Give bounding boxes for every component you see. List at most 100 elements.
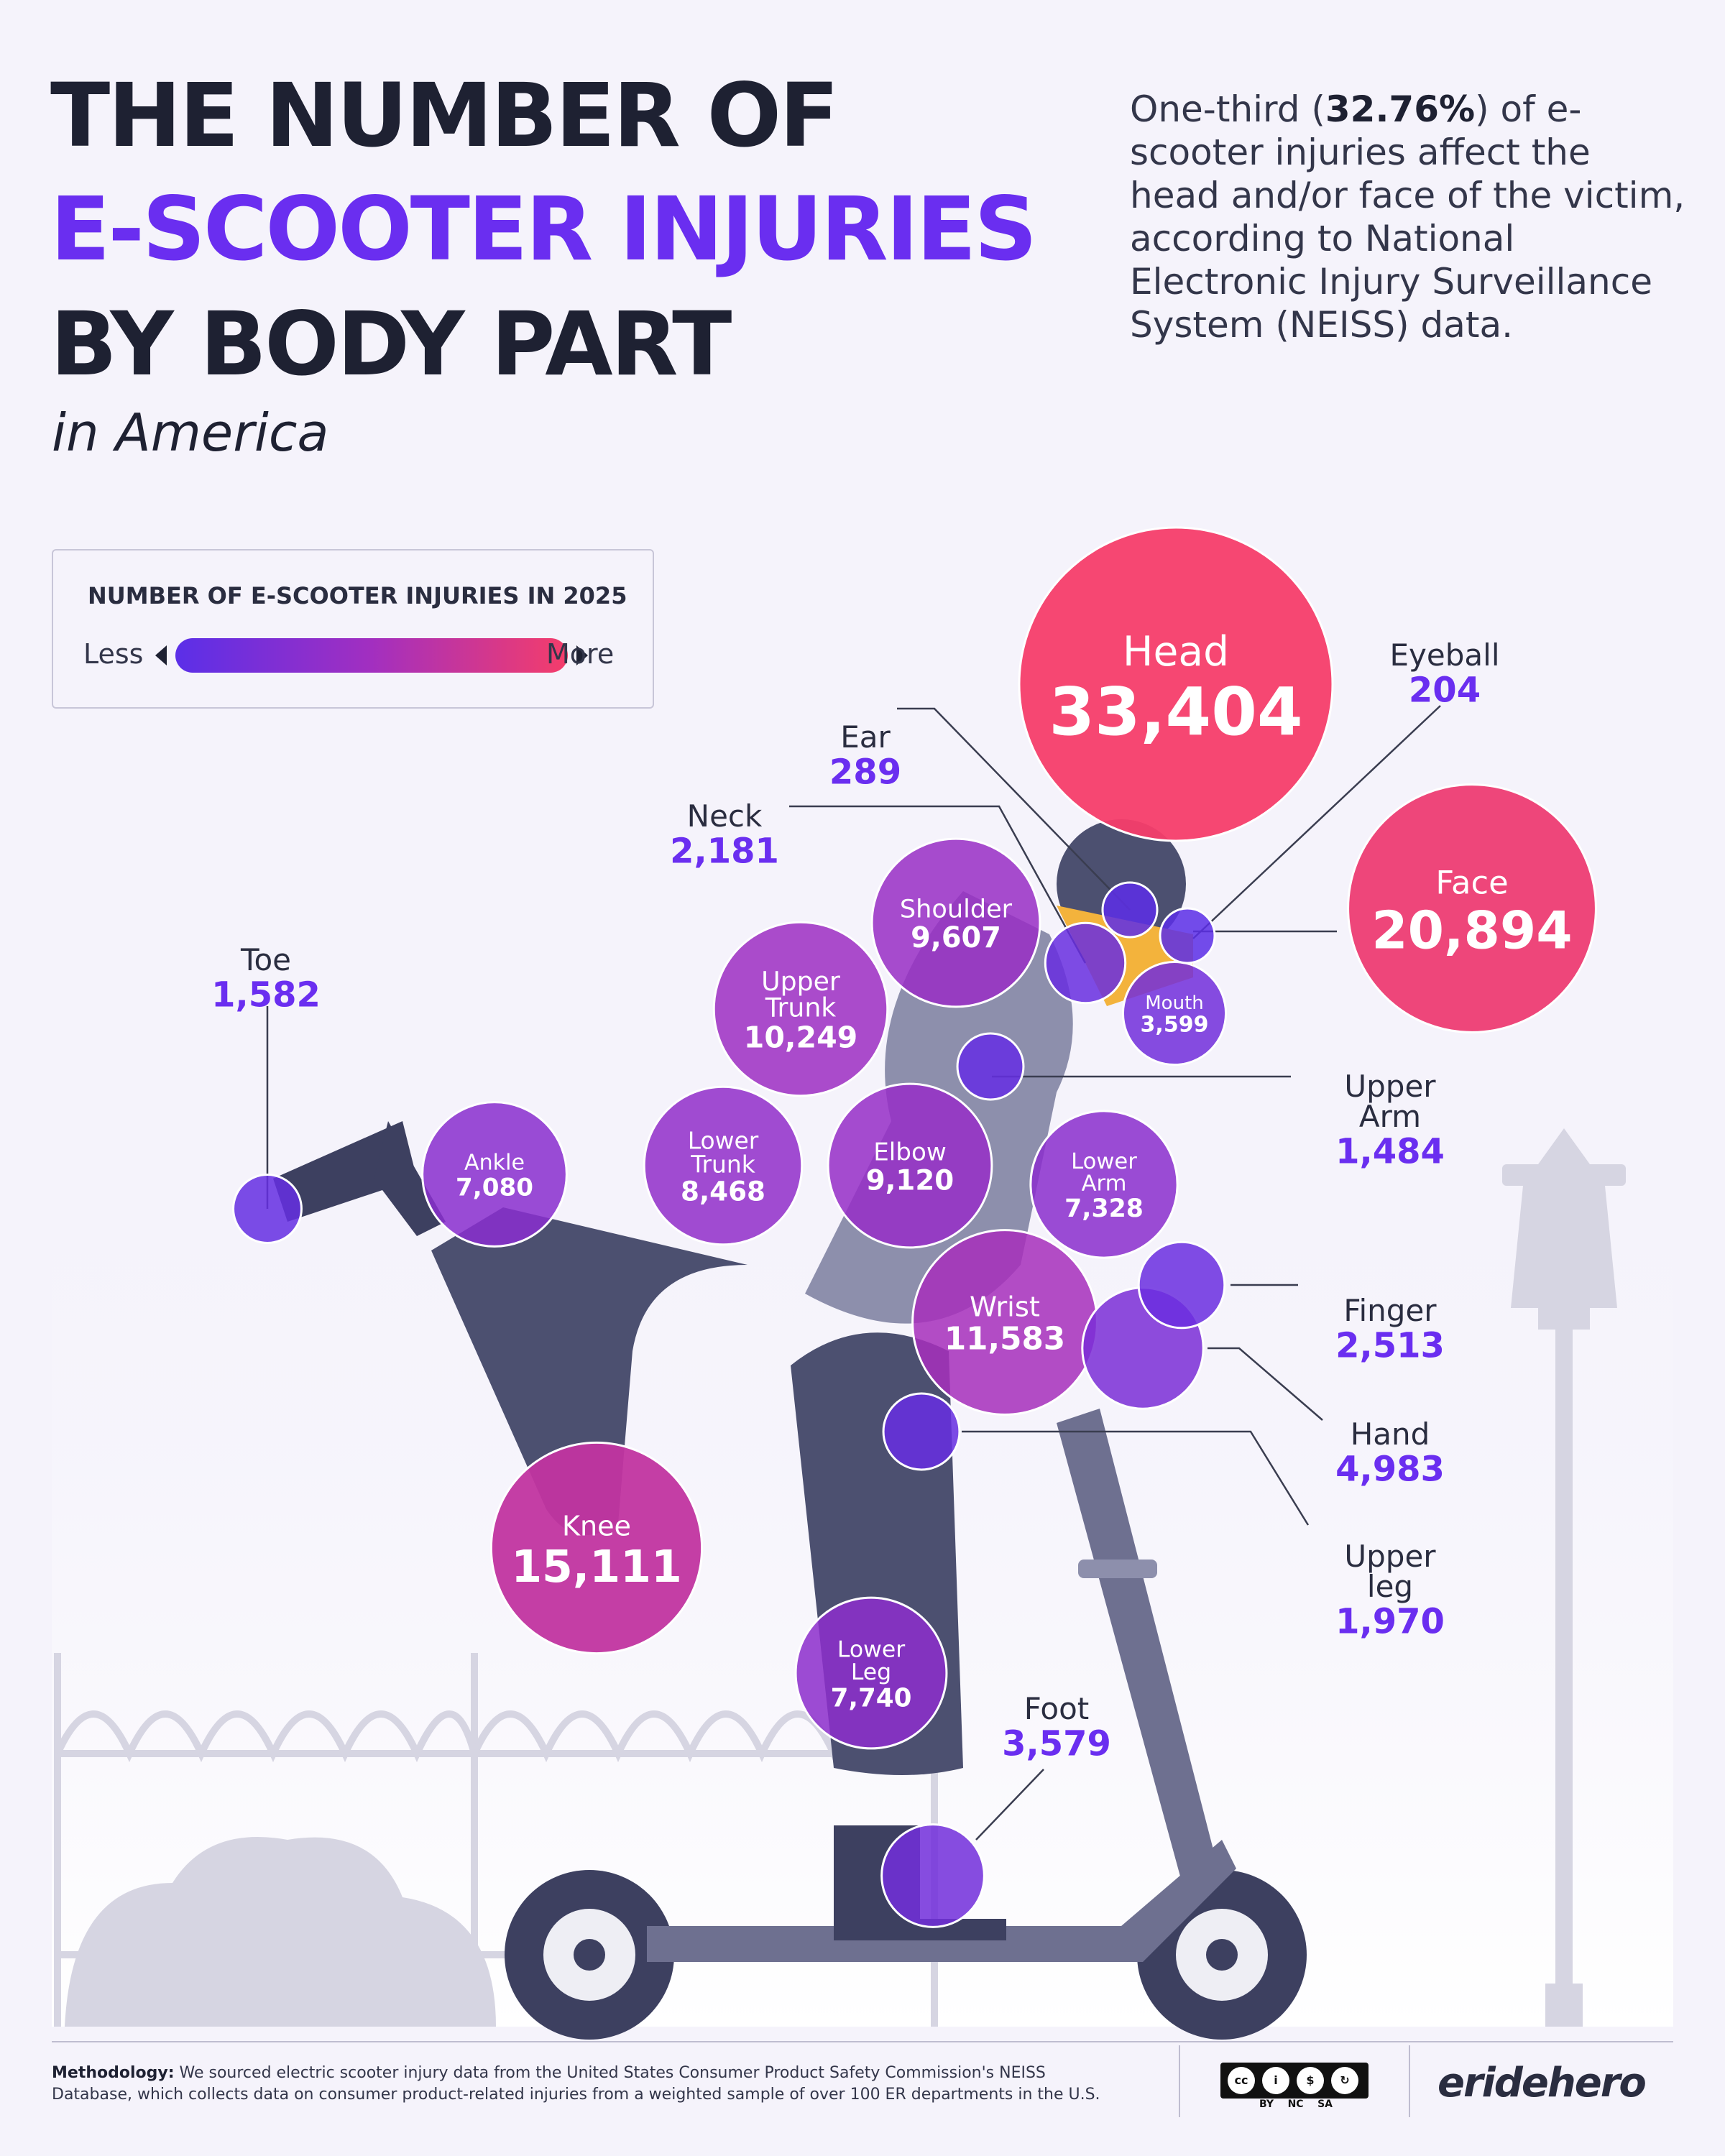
bubble-ankle-value: 7,080 <box>456 1173 533 1202</box>
bubble-head-value: 33,404 <box>1049 673 1302 750</box>
foot-leader <box>975 1769 1044 1841</box>
title-line-3: BY BODY PART <box>50 293 732 395</box>
bubble-upper-arm-value: 1,484 <box>1335 1131 1445 1171</box>
bubble-shoulder-circle <box>870 837 1041 1008</box>
bubble-eyeball-label: Eyeball <box>1390 637 1500 673</box>
bubble-ear-value: 289 <box>829 752 901 792</box>
arrow-left-icon <box>155 645 167 665</box>
methodology-label: Methodology: <box>52 2064 175 2082</box>
noncommercial-dollar-icon: $ <box>1297 2067 1324 2094</box>
bubble-wrist-value: 11,583 <box>944 1320 1065 1357</box>
license-labels: BY NC SA <box>1222 2099 1370 2110</box>
bubble-eyeball-value: 204 <box>1409 670 1481 710</box>
legend-more-label: More <box>546 638 615 670</box>
bubble-lower-leg-label: Lower Leg <box>837 1636 905 1685</box>
bubble-upper-leg-label: Upper leg <box>1344 1539 1436 1604</box>
bubble-head-circle <box>1018 526 1334 842</box>
ear-leader <box>897 707 1131 911</box>
bubble-finger-label: Finger <box>1343 1293 1437 1328</box>
leader-lines <box>266 705 1441 1841</box>
footer-divider <box>52 2041 1673 2042</box>
methodology-text: We sourced electric scooter injury data … <box>52 2064 1100 2104</box>
bubble-finger-value: 2,513 <box>1335 1325 1445 1365</box>
bubble-upper-arm-label: Upper Arm <box>1344 1069 1436 1134</box>
bubble-neck-value: 2,181 <box>670 831 779 871</box>
intro-highlight: 32.76% <box>1325 88 1476 130</box>
bubble-shoulder-value: 9,607 <box>911 921 1001 954</box>
bubble-lower-arm-label: Lower Arm <box>1071 1149 1137 1197</box>
bubble-face-circle <box>1347 783 1597 1033</box>
bubble-elbow-circle <box>827 1082 993 1249</box>
license-sa-label: SA <box>1317 2099 1333 2110</box>
bubble-ankle-circle <box>421 1101 568 1248</box>
bubble-ear-circle <box>1101 881 1159 939</box>
bubble-knee-label: Knee <box>562 1511 631 1542</box>
bubble-toe-circle <box>232 1174 303 1244</box>
bubble-shoulder-label: Shoulder <box>900 894 1013 923</box>
bush-illustration <box>65 1837 496 2027</box>
bubble-hand-value: 4,983 <box>1335 1449 1445 1489</box>
bubble-foot-label: Foot <box>1024 1691 1090 1726</box>
bubble-finger-circle <box>1137 1240 1226 1330</box>
legend-gradient-bar <box>175 638 568 673</box>
sharealike-icon: ↻ <box>1331 2067 1358 2094</box>
bubble-lower-trunk-circle <box>643 1085 804 1246</box>
arrow-right-icon <box>576 645 588 665</box>
bubble-upper-leg-value: 1,970 <box>1335 1601 1445 1641</box>
bubble-lower-trunk-label: Lower Trunk <box>688 1126 759 1178</box>
bubble-upper-trunk-circle <box>712 921 889 1097</box>
bubble-toe-value: 1,582 <box>211 975 321 1015</box>
bubble-knee-value: 15,111 <box>511 1541 682 1593</box>
bubble-ear-label: Ear <box>840 719 891 755</box>
brand-logo: eridehero <box>1438 2060 1647 2106</box>
bubble-lower-arm-circle <box>1029 1110 1179 1259</box>
bubble-wrist-label: Wrist <box>970 1291 1040 1324</box>
color-legend: NUMBER OF E-SCOOTER INJURIES IN 2025 Les… <box>52 549 654 709</box>
bubble-mouth-label: Mouth <box>1145 992 1204 1014</box>
bubble-elbow-label: Elbow <box>873 1138 947 1167</box>
bubble-ankle-label: Ankle <box>464 1150 525 1175</box>
bubble-knee-circle <box>489 1441 704 1655</box>
hand-leader <box>1208 1347 1323 1421</box>
neck-leader <box>789 805 1087 964</box>
footer-separator <box>1179 2045 1180 2117</box>
bubble-mouth-circle <box>1121 960 1228 1067</box>
intro-text-before: One-third ( <box>1130 88 1325 130</box>
bubble-upper-leg-circle <box>882 1392 961 1471</box>
title-line-1: THE NUMBER OF <box>50 65 840 167</box>
subtitle: in America <box>52 402 329 463</box>
lamp-post-illustration <box>1502 1128 1626 2027</box>
title-line-2: E-SCOOTER INJURIES <box>50 178 1037 280</box>
attribution-person-icon: i <box>1262 2067 1289 2094</box>
bubble-lower-arm-value: 7,328 <box>1064 1194 1144 1223</box>
bubble-toe-label: Toe <box>240 942 291 977</box>
bubble-upper-trunk-label: Upper Trunk <box>761 966 840 1023</box>
scooter-illustration <box>505 1409 1307 2040</box>
bubble-neck-label: Neck <box>687 798 763 834</box>
bubble-neck-circle <box>1044 921 1127 1005</box>
intro-text-after: ) of e-scooter injuries affect the head … <box>1130 88 1685 346</box>
bubble-head-label: Head <box>1123 628 1229 676</box>
bubble-lower-trunk-value: 8,468 <box>681 1176 765 1207</box>
cc-icon: cc <box>1228 2067 1255 2094</box>
bubble-eyeball-circle <box>1159 907 1216 964</box>
legend-less-label: Less <box>83 638 144 670</box>
bubble-foot-circle <box>880 1823 985 1928</box>
